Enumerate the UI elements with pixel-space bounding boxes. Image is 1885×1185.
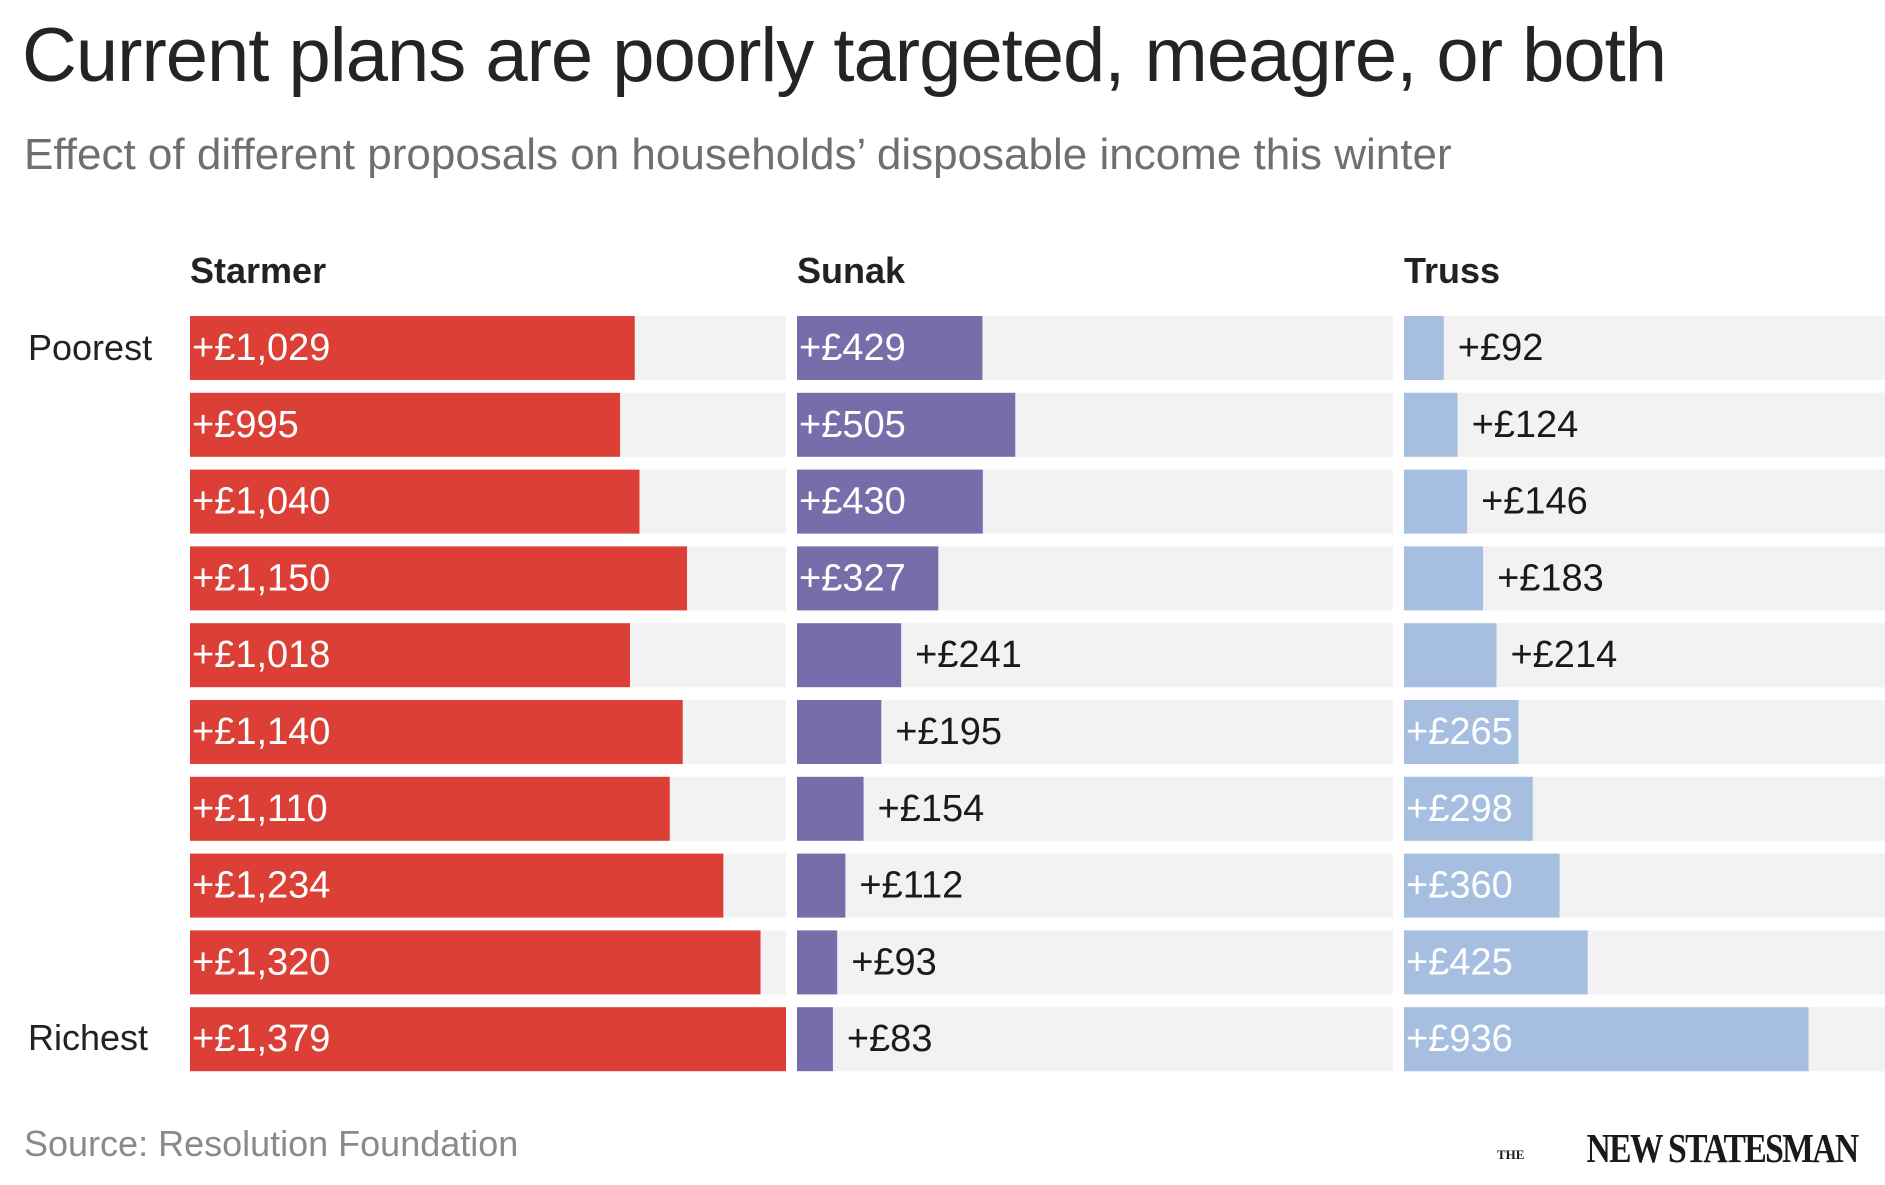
starmer-value-label-3: +£1,040 [192, 481, 330, 523]
truss-value-label-1: +£92 [1458, 327, 1544, 369]
sunak-bar-1 [797, 316, 983, 380]
truss-value-label-10: +£936 [1406, 1018, 1513, 1060]
chart-subtitle: Effect of different proposals on househo… [24, 130, 1452, 179]
truss-track-4 [1404, 546, 1885, 611]
starmer-value-label-4: +£1,150 [192, 557, 330, 599]
truss-track-1 [1404, 316, 1885, 380]
starmer-value-label-8: +£1,234 [192, 865, 330, 907]
panel-label-truss: Truss [1404, 250, 1501, 291]
starmer-bar-9 [190, 930, 761, 995]
sunak-track-9 [797, 930, 1393, 995]
starmer-bar-6 [190, 700, 683, 764]
sunak-bar-5 [797, 623, 902, 688]
row-label-richest: Richest [28, 1017, 149, 1058]
starmer-bar-5 [190, 623, 630, 688]
starmer-value-label-7: +£1,110 [192, 788, 328, 830]
sunak-value-label-9: +£93 [851, 941, 937, 983]
truss-bar-7 [1404, 776, 1533, 841]
starmer-bar-8 [190, 853, 724, 918]
truss-bar-4 [1404, 546, 1484, 611]
sunak-bar-8 [797, 853, 846, 918]
logo-wordmark: NEW STATESMAN [1586, 1125, 1860, 1171]
panel-label-starmer: Starmer [190, 250, 327, 291]
starmer-bar-10 [190, 1007, 786, 1072]
starmer-bar-7 [190, 776, 670, 841]
truss-value-label-7: +£298 [1406, 788, 1513, 830]
truss-bar-6 [1404, 700, 1519, 764]
starmer-value-label-6: +£1,140 [192, 711, 330, 753]
truss-bar-2 [1404, 392, 1458, 457]
sunak-value-label-8: +£112 [859, 865, 963, 907]
truss-bar-8 [1404, 853, 1560, 918]
starmer-value-label-2: +£995 [192, 404, 299, 446]
sunak-track-7 [797, 776, 1393, 841]
truss-value-label-3: +£146 [1481, 481, 1588, 523]
sunak-bar-6 [797, 700, 882, 764]
starmer-value-label-5: +£1,018 [192, 634, 330, 676]
truss-bar-1 [1404, 316, 1444, 380]
starmer-bar-1 [190, 316, 635, 380]
sunak-value-label-2: +£505 [799, 404, 906, 446]
new-statesman-logo: THE NEW STATESMAN [1496, 1125, 1860, 1171]
starmer-value-label-1: +£1,029 [192, 327, 330, 369]
truss-value-label-8: +£360 [1406, 865, 1513, 907]
sunak-bar-7 [797, 776, 864, 841]
sunak-value-label-7: +£154 [878, 788, 985, 830]
sunak-track-10 [797, 1007, 1393, 1072]
starmer-bar-2 [190, 392, 621, 457]
truss-track-3 [1404, 469, 1885, 534]
sunak-bar-3 [797, 469, 983, 534]
sunak-value-label-3: +£430 [799, 481, 906, 523]
sunak-bar-2 [797, 392, 1016, 457]
truss-bar-9 [1404, 930, 1588, 995]
sunak-track-6 [797, 700, 1393, 764]
sunak-value-label-6: +£195 [895, 711, 1002, 753]
truss-value-label-2: +£124 [1472, 404, 1579, 446]
starmer-value-label-10: +£1,379 [192, 1018, 330, 1060]
starmer-bar-3 [190, 469, 640, 534]
sunak-track-8 [797, 853, 1393, 918]
truss-value-label-5: +£214 [1510, 634, 1617, 676]
truss-value-label-6: +£265 [1406, 711, 1513, 753]
sunak-value-label-1: +£429 [799, 327, 906, 369]
sunak-value-label-4: +£327 [799, 557, 906, 599]
truss-bar-10 [1404, 1007, 1809, 1072]
truss-value-label-9: +£425 [1406, 941, 1513, 983]
starmer-value-label-9: +£1,320 [192, 941, 330, 983]
truss-bar-5 [1404, 623, 1497, 688]
panel-label-sunak: Sunak [797, 250, 906, 291]
sunak-bar-4 [797, 546, 939, 611]
chart-title: Current plans are poorly targeted, meagr… [22, 13, 1667, 98]
truss-value-label-4: +£183 [1497, 557, 1604, 599]
source-note: Source: Resolution Foundation [24, 1123, 519, 1164]
sunak-bar-9 [797, 930, 838, 995]
starmer-bar-4 [190, 546, 688, 611]
logo-the: THE [1496, 1147, 1525, 1162]
truss-bar-3 [1404, 469, 1468, 534]
sunak-bar-10 [797, 1007, 833, 1072]
row-label-poorest: Poorest [28, 327, 153, 368]
sunak-value-label-5: +£241 [915, 634, 1022, 676]
sunak-value-label-10: +£83 [847, 1018, 933, 1060]
truss-track-2 [1404, 392, 1885, 457]
